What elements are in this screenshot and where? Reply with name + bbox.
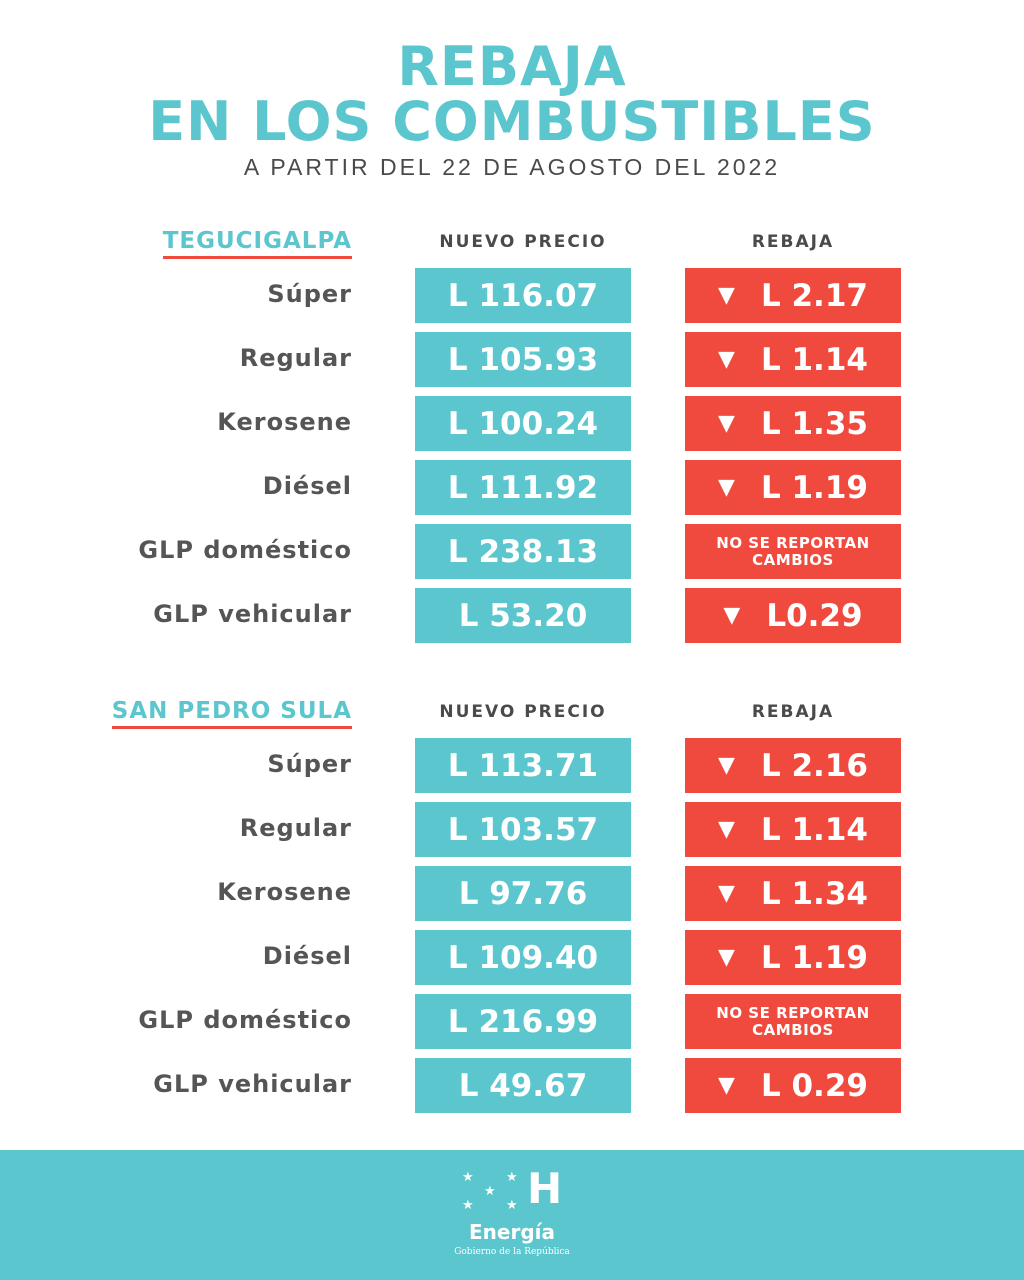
- note-line: NO SE REPORTAN: [716, 533, 870, 552]
- fuel-name: Diésel: [262, 942, 352, 970]
- triangle-down-icon: ▼: [718, 347, 735, 372]
- no-change-badge: NO SE REPORTAN CAMBIOS: [685, 524, 901, 579]
- rebaja-value: L 1.19: [760, 939, 868, 976]
- fuel-row: Kerosene L 97.76 ▼ L 1.34: [0, 866, 1024, 930]
- fuel-name: Súper: [267, 750, 352, 778]
- new-price: L 53.20: [415, 588, 631, 643]
- no-change-badge: NO SE REPORTAN CAMBIOS: [685, 994, 901, 1049]
- rebaja-badge: ▼ L 2.17: [685, 268, 901, 323]
- city-name: SAN PEDRO SULA: [111, 698, 352, 729]
- rebaja-value: L 2.16: [760, 747, 868, 784]
- note-line: NO SE REPORTAN: [716, 1003, 870, 1022]
- new-price: L 238.13: [415, 524, 631, 579]
- fuel-row: Regular L 105.93 ▼ L 1.14: [0, 332, 1024, 396]
- rebaja-badge: ▼ L 1.35: [685, 396, 901, 451]
- fuel-row: Súper L 116.07 ▼ L 2.17: [0, 268, 1024, 332]
- fuel-row: Kerosene L 100.24 ▼ L 1.35: [0, 396, 1024, 460]
- new-price: L 116.07: [415, 268, 631, 323]
- triangle-down-icon: ▼: [718, 881, 735, 906]
- fuel-name: GLP vehicular: [153, 1070, 352, 1098]
- fuel-name: Regular: [239, 344, 352, 372]
- rebaja-value: L 1.14: [760, 341, 868, 378]
- fuel-name: GLP doméstico: [138, 536, 352, 564]
- fuel-row: Súper L 113.71 ▼ L 2.16: [0, 738, 1024, 802]
- brand-name: Energía: [469, 1220, 555, 1244]
- rebaja-value: L 1.19: [760, 469, 868, 506]
- triangle-down-icon: ▼: [718, 817, 735, 842]
- fuel-name: Regular: [239, 814, 352, 842]
- fuel-name: GLP doméstico: [138, 1006, 352, 1034]
- fuel-name: Súper: [267, 280, 352, 308]
- rebaja-badge: ▼ L 2.16: [685, 738, 901, 793]
- fuel-row: Diésel L 109.40 ▼ L 1.19: [0, 930, 1024, 994]
- city-name: TEGUCIGALPA: [162, 228, 352, 259]
- logo-letter: H: [527, 1164, 563, 1213]
- triangle-down-icon: ▼: [718, 283, 735, 308]
- section-tegucigalpa: TEGUCIGALPA NUEVO PRECIO REBAJA Súper L …: [0, 228, 1024, 652]
- fuel-row: GLP doméstico L 216.99 NO SE REPORTAN CAM…: [0, 994, 1024, 1058]
- column-header-price: NUEVO PRECIO: [439, 702, 607, 722]
- new-price: L 100.24: [415, 396, 631, 451]
- fuel-name: Kerosene: [217, 408, 352, 436]
- rebaja-value: L 1.14: [760, 811, 868, 848]
- five-stars-icon: ★ ★ ★ ★ ★: [462, 1170, 518, 1213]
- footer: [0, 1150, 1024, 1280]
- new-price: L 109.40: [415, 930, 631, 985]
- fuel-row: GLP doméstico L 238.13 NO SE REPORTAN CAM…: [0, 524, 1024, 588]
- fuel-name: GLP vehicular: [153, 600, 352, 628]
- tagline: Gobierno de la República: [454, 1247, 570, 1257]
- note-line: CAMBIOS: [752, 1020, 834, 1039]
- fuel-row: Regular L 103.57 ▼ L 1.14: [0, 802, 1024, 866]
- new-price: L 49.67: [415, 1058, 631, 1113]
- fuel-name: Kerosene: [217, 878, 352, 906]
- triangle-down-icon: ▼: [718, 475, 735, 500]
- new-price: L 97.76: [415, 866, 631, 921]
- new-price: L 105.93: [415, 332, 631, 387]
- title-line-1: REBAJA: [397, 35, 627, 98]
- section-header: SAN PEDRO SULA NUEVO PRECIO REBAJA: [0, 698, 1024, 738]
- section-header: TEGUCIGALPA NUEVO PRECIO REBAJA: [0, 228, 1024, 268]
- note-line: CAMBIOS: [752, 550, 834, 569]
- rebaja-value: L 0.29: [760, 1067, 868, 1104]
- triangle-down-icon: ▼: [718, 945, 735, 970]
- rebaja-badge: ▼ L 1.34: [685, 866, 901, 921]
- triangle-down-icon: ▼: [718, 753, 735, 778]
- fuel-row: Diésel L 111.92 ▼ L 1.19: [0, 460, 1024, 524]
- fuel-row: GLP vehicular L 49.67 ▼ L 0.29: [0, 1058, 1024, 1122]
- new-price: L 103.57: [415, 802, 631, 857]
- new-price: L 113.71: [415, 738, 631, 793]
- new-price: L 216.99: [415, 994, 631, 1049]
- rebaja-value: L 1.34: [760, 875, 868, 912]
- section-san-pedro-sula: SAN PEDRO SULA NUEVO PRECIO REBAJA Súper…: [0, 698, 1024, 1122]
- title-line-2: EN LOS COMBUSTIBLES: [148, 90, 876, 153]
- rebaja-badge: ▼ L 1.19: [685, 930, 901, 985]
- triangle-down-icon: ▼: [723, 603, 741, 628]
- fuel-name: Diésel: [262, 472, 352, 500]
- rebaja-badge: ▼ L0.29: [685, 588, 901, 643]
- triangle-down-icon: ▼: [718, 1073, 735, 1098]
- rebaja-badge: ▼ L 1.19: [685, 460, 901, 515]
- column-header-price: NUEVO PRECIO: [439, 232, 607, 252]
- rebaja-value: L 2.17: [760, 277, 868, 314]
- rebaja-value: L0.29: [766, 597, 863, 634]
- rebaja-badge: ▼ L 1.14: [685, 802, 901, 857]
- rebaja-value: L 1.35: [760, 405, 868, 442]
- fuel-row: GLP vehicular L 53.20 ▼ L0.29: [0, 588, 1024, 652]
- triangle-down-icon: ▼: [718, 411, 735, 436]
- new-price: L 111.92: [415, 460, 631, 515]
- column-header-rebaja: REBAJA: [751, 232, 835, 252]
- rebaja-badge: ▼ L 1.14: [685, 332, 901, 387]
- rebaja-badge: ▼ L 0.29: [685, 1058, 901, 1113]
- subtitle: A PARTIR DEL 22 DE AGOSTO DEL 2022: [243, 154, 781, 180]
- column-header-rebaja: REBAJA: [751, 702, 835, 722]
